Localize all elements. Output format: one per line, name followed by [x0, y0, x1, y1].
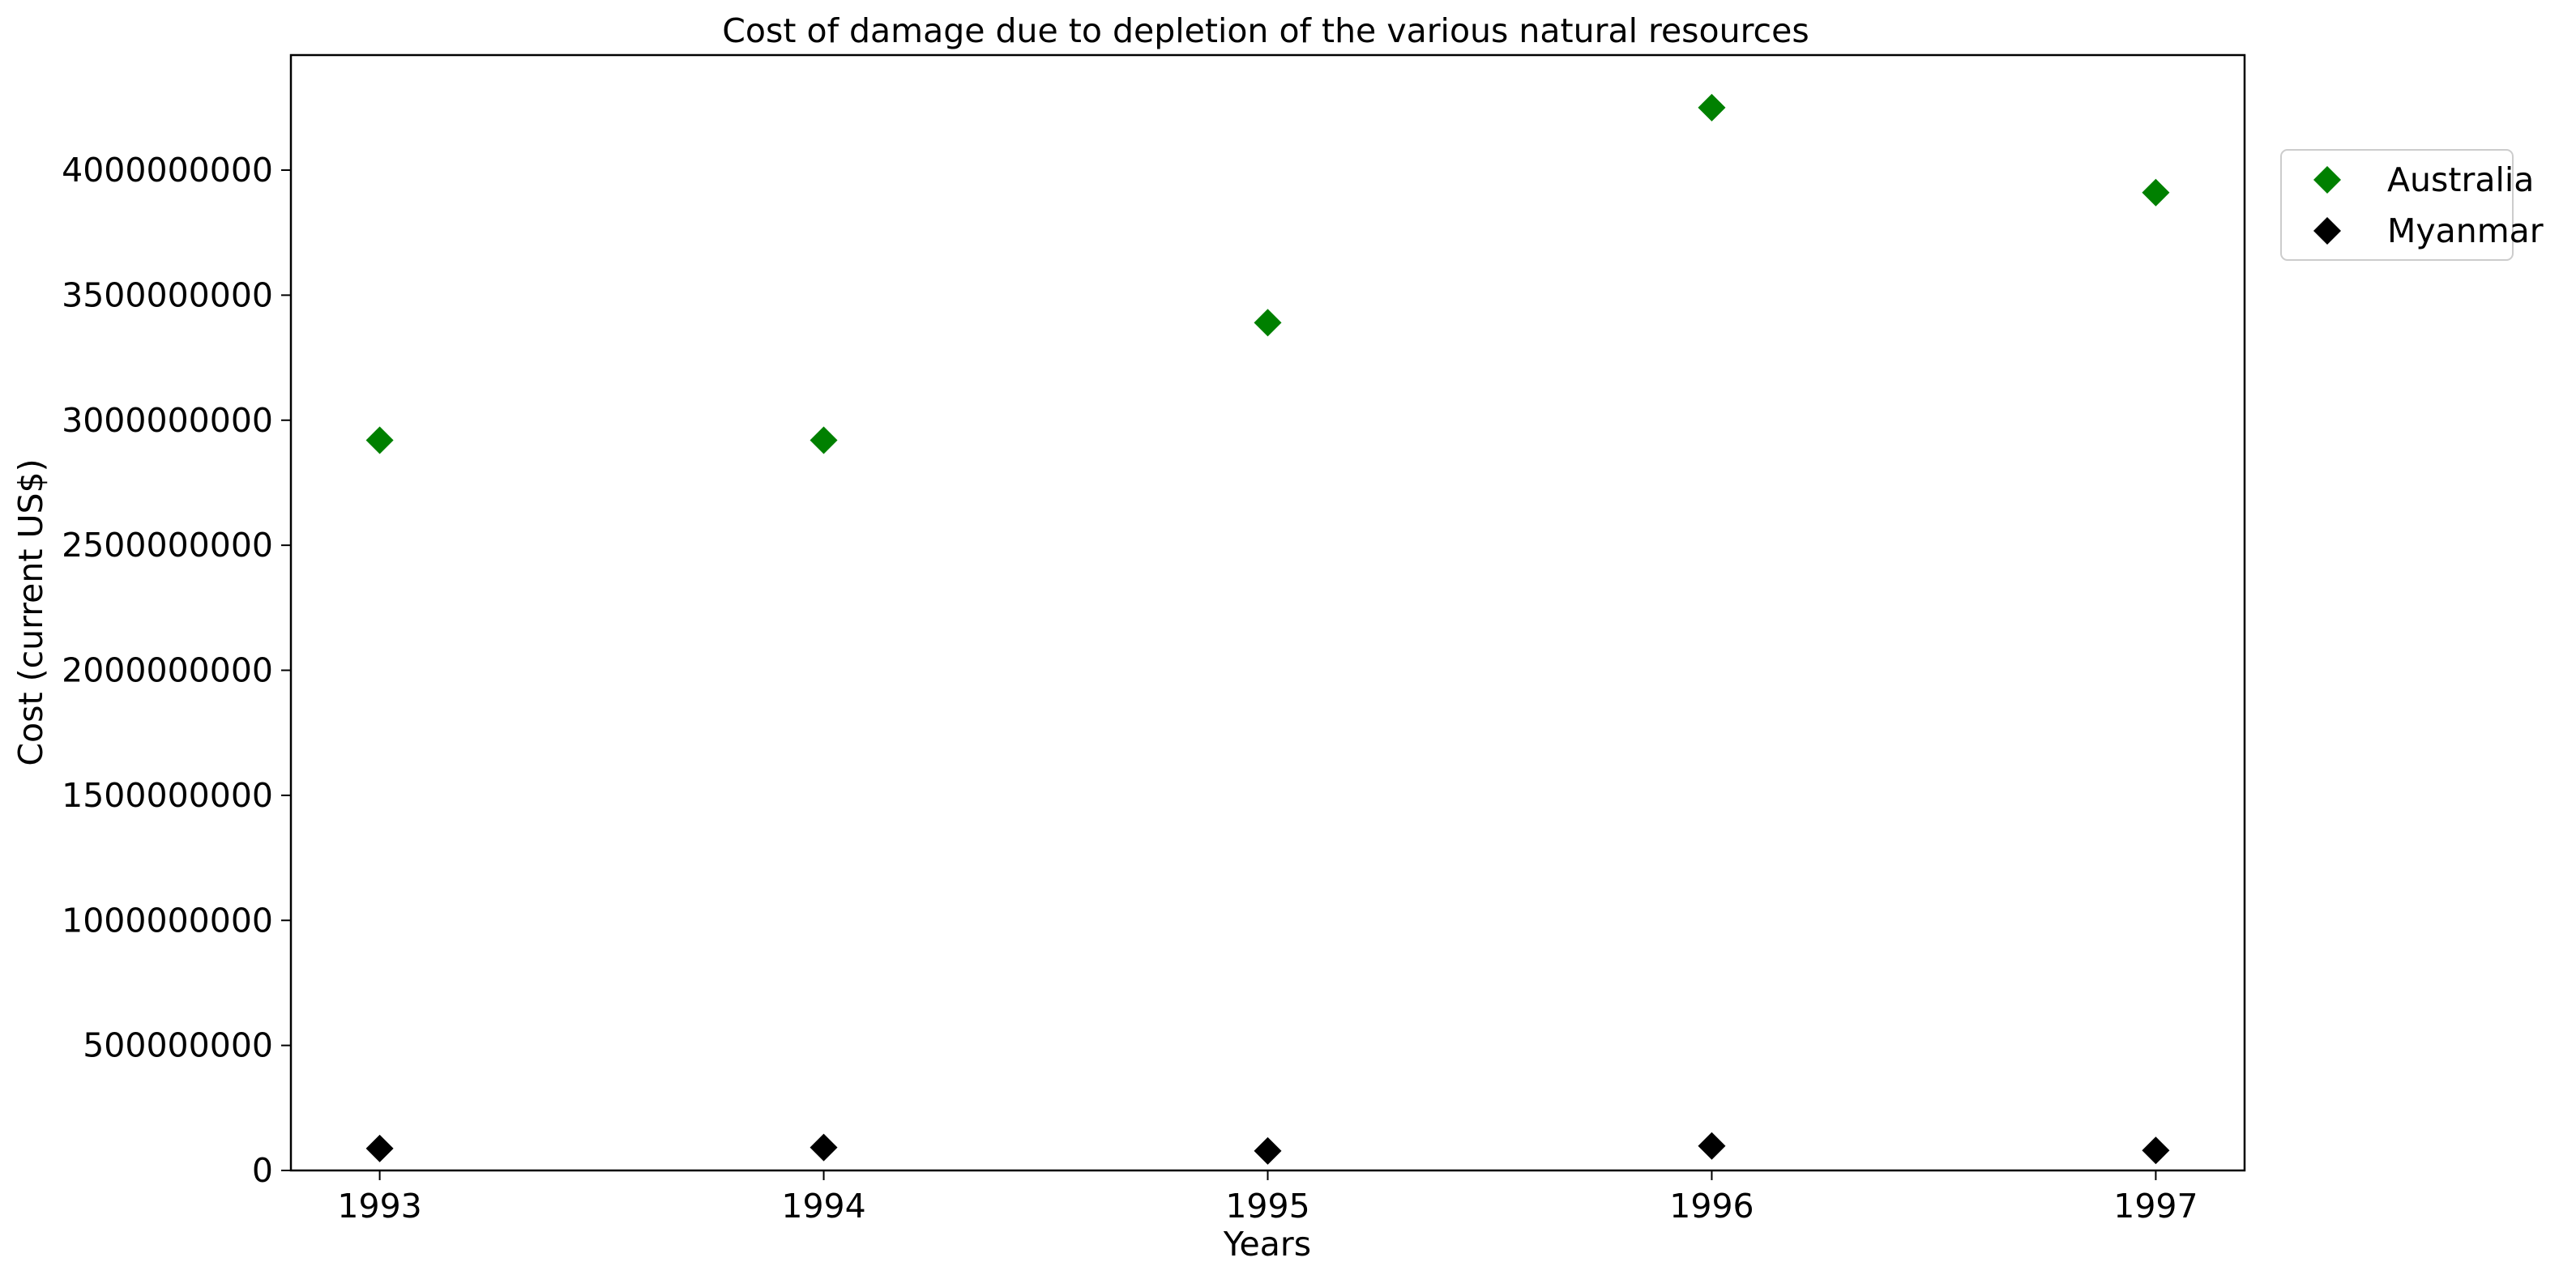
- y-tick-label: 0: [252, 1151, 273, 1190]
- x-tick-label: 1993: [337, 1187, 421, 1226]
- x-tick-label: 1995: [1225, 1187, 1309, 1226]
- point-myanmar: [1698, 1132, 1726, 1160]
- x-tick-label: 1997: [2113, 1187, 2198, 1226]
- x-tick-label: 1996: [1669, 1187, 1754, 1226]
- x-axis-ticks: 1993 1994 1995 1996 1997: [337, 1170, 2198, 1226]
- chart-title: Cost of damage due to depletion of the v…: [722, 11, 1809, 50]
- point-australia: [2142, 178, 2170, 207]
- point-australia: [810, 426, 838, 454]
- y-axis-label: Cost (current US$): [11, 458, 50, 765]
- legend-label-myanmar: Myanmar: [2387, 211, 2544, 250]
- y-tick-label: 2000000000: [62, 651, 273, 690]
- y-tick-label: 3500000000: [62, 275, 273, 314]
- point-australia: [1254, 309, 1282, 337]
- x-axis-label: Years: [1223, 1225, 1311, 1264]
- point-australia: [1698, 93, 1726, 122]
- legend-label-australia: Australia: [2387, 160, 2534, 199]
- x-tick-label: 1994: [781, 1187, 865, 1226]
- point-australia: [365, 426, 394, 454]
- data-points: [365, 93, 2170, 1165]
- y-axis-ticks: 0 500000000 1000000000 1500000000 2000000000…: [62, 151, 291, 1190]
- y-tick-label: 3000000000: [62, 401, 273, 440]
- y-tick-label: 2500000000: [62, 526, 273, 565]
- point-myanmar: [2142, 1136, 2170, 1165]
- y-tick-label: 1500000000: [62, 776, 273, 815]
- plot-frame: [289, 53, 2246, 1172]
- point-myanmar: [810, 1133, 838, 1162]
- point-myanmar: [1254, 1136, 1282, 1165]
- legend-marker-myanmar: [2313, 217, 2341, 245]
- y-tick-label: 4000000000: [62, 151, 273, 190]
- point-myanmar: [365, 1134, 394, 1162]
- legend: Australia Myanmar: [2280, 149, 2544, 261]
- legend-marker-australia: [2313, 166, 2341, 194]
- y-tick-label: 1000000000: [62, 901, 273, 940]
- y-tick-label: 500000000: [83, 1026, 273, 1065]
